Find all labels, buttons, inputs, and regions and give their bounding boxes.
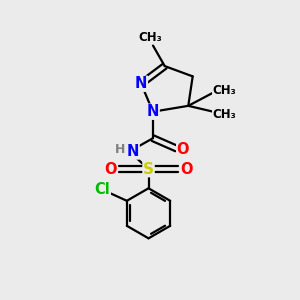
Text: N: N xyxy=(127,144,139,159)
Text: H: H xyxy=(115,143,125,157)
Text: O: O xyxy=(105,162,117,177)
Text: CH₃: CH₃ xyxy=(213,108,236,121)
Text: O: O xyxy=(180,162,193,177)
Text: CH₃: CH₃ xyxy=(139,31,163,44)
Text: N: N xyxy=(147,104,159,119)
Text: O: O xyxy=(177,142,189,158)
Text: Cl: Cl xyxy=(94,182,110,196)
Text: CH₃: CH₃ xyxy=(213,84,236,97)
Text: S: S xyxy=(143,162,154,177)
Text: N: N xyxy=(135,76,147,91)
